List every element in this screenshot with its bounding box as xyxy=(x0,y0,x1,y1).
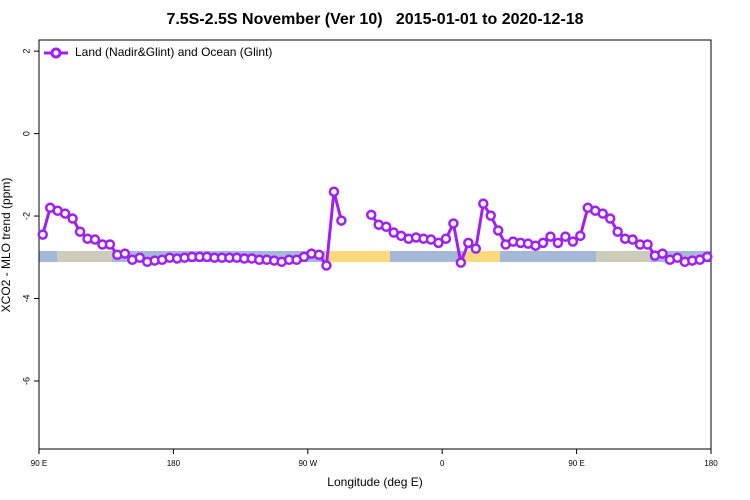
data-point xyxy=(560,231,571,242)
data-point xyxy=(104,239,116,250)
y-tick-label: -6 xyxy=(21,377,31,385)
data-point xyxy=(612,226,623,237)
land-strip xyxy=(463,251,500,262)
surface-strip xyxy=(39,251,711,262)
data-point xyxy=(597,208,608,219)
data-point xyxy=(463,237,474,249)
data-point xyxy=(492,225,504,236)
data-point xyxy=(567,236,579,247)
data-point xyxy=(604,213,616,224)
x-tick-label: 0 xyxy=(440,459,445,468)
data-point xyxy=(702,251,713,263)
land-strip xyxy=(596,251,650,262)
x-tick-label: 90 E xyxy=(568,459,584,468)
data-point xyxy=(37,229,48,240)
data-point xyxy=(657,248,668,259)
data-point xyxy=(575,230,586,242)
data-point xyxy=(440,233,452,244)
legend: Land (Nadir&Glint) and Ocean (Glint) xyxy=(44,45,272,59)
y-tick-label: 0 xyxy=(21,131,31,136)
y-axis-label: XCO2 - MLO trend (ppm) xyxy=(0,178,13,313)
data-point xyxy=(485,210,496,221)
data-point xyxy=(537,237,549,249)
data-point xyxy=(67,213,78,224)
data-point xyxy=(448,218,459,229)
data-point xyxy=(328,186,340,197)
plot-frame xyxy=(38,39,712,450)
y-tick-label: 2 xyxy=(21,49,31,54)
x-tick-label: 180 xyxy=(167,459,181,468)
land-strip xyxy=(57,251,112,262)
data-point xyxy=(552,237,564,249)
legend-label: Land (Nadir&Glint) and Ocean (Glint) xyxy=(75,45,272,59)
data-point xyxy=(313,249,325,261)
x-tick-label: 90 E xyxy=(31,459,47,468)
legend-marker xyxy=(50,47,62,59)
data-point xyxy=(627,234,638,245)
data-point xyxy=(545,231,556,242)
data-point xyxy=(321,260,332,271)
data-point xyxy=(134,252,146,263)
data-point xyxy=(59,208,71,219)
data-point xyxy=(470,243,482,254)
y-tick-label: -4 xyxy=(21,295,31,303)
data-point xyxy=(478,198,489,209)
y-tick-label: -2 xyxy=(21,212,31,220)
data-point xyxy=(74,226,86,237)
data-point xyxy=(455,257,467,268)
chart-title: 7.5S-2.5S November (Ver 10) 2015-01-01 t… xyxy=(166,11,583,28)
data-point xyxy=(433,237,444,249)
data-point xyxy=(642,239,653,250)
x-axis-label: Longitude (deg E) xyxy=(327,475,422,489)
land-strip xyxy=(325,251,390,262)
data-point xyxy=(380,221,392,233)
data-point xyxy=(89,234,101,245)
x-tick-label: 90 W xyxy=(298,459,317,468)
data-point xyxy=(119,248,131,259)
x-tick-label: 180 xyxy=(704,459,718,468)
data-point xyxy=(336,215,347,226)
data-point xyxy=(672,252,683,263)
data-point xyxy=(366,209,377,221)
